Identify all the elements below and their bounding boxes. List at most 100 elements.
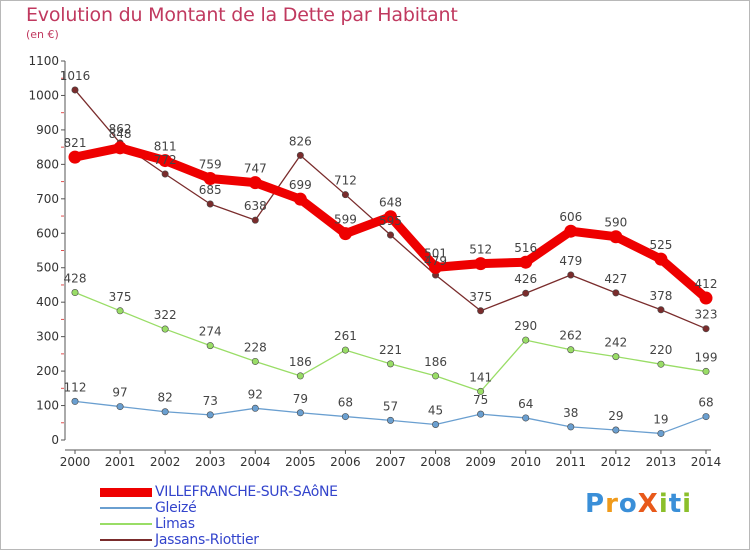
data-label: 479 [424, 254, 447, 268]
data-label: 68 [338, 396, 353, 410]
data-point [341, 191, 349, 199]
y-tick-label: 100 [36, 399, 59, 413]
data-point [522, 336, 530, 344]
y-tick-label: 800 [36, 157, 59, 171]
data-point [567, 271, 575, 279]
data-label: 772 [154, 153, 177, 167]
data-point [341, 413, 349, 421]
x-tick-label: 2001 [105, 455, 136, 469]
data-label: 747 [244, 162, 267, 176]
data-point [293, 192, 307, 206]
data-point [702, 413, 710, 421]
logo-letter: X [637, 489, 659, 519]
data-point [206, 200, 214, 208]
logo-letter: o [618, 489, 638, 519]
data-point [612, 353, 620, 361]
data-point [564, 224, 578, 238]
logo-letter: r [605, 489, 619, 519]
x-tick-label: 2005 [285, 455, 316, 469]
legend-swatch [100, 488, 152, 497]
data-label: 261 [334, 329, 357, 343]
data-label: 428 [64, 272, 87, 286]
legend-swatch [100, 539, 152, 541]
data-label: 29 [608, 409, 623, 423]
data-label: 599 [334, 213, 357, 227]
data-label: 821 [64, 136, 87, 150]
data-label: 228 [244, 340, 267, 354]
data-point [161, 408, 169, 416]
data-point [116, 307, 124, 315]
data-point [71, 289, 79, 297]
data-point [113, 141, 127, 155]
x-tick-label: 2010 [510, 455, 541, 469]
data-point [612, 289, 620, 297]
y-tick-label: 200 [36, 364, 59, 378]
data-point [116, 403, 124, 411]
data-label: 699 [289, 178, 312, 192]
data-label: 82 [158, 391, 173, 405]
data-point [432, 372, 440, 380]
y-tick-label: 1100 [28, 54, 59, 68]
legend-label: VILLEFRANCHE-SUR-SAôNE [155, 484, 338, 500]
data-label: 57 [383, 399, 398, 413]
x-tick-label: 2000 [60, 455, 91, 469]
data-point [71, 397, 79, 405]
data-label: 141 [469, 370, 492, 384]
data-point [567, 423, 575, 431]
data-label: 595 [379, 214, 402, 228]
data-point [477, 307, 485, 315]
data-point [477, 410, 485, 418]
x-tick-label: 2012 [601, 455, 632, 469]
data-label: 262 [559, 329, 582, 343]
x-tick-label: 2007 [375, 455, 406, 469]
data-point [657, 429, 665, 437]
data-label: 862 [109, 122, 132, 136]
data-point [161, 170, 169, 178]
data-point [429, 260, 443, 274]
data-point [384, 210, 397, 224]
data-label: 186 [289, 355, 312, 369]
data-label: 220 [649, 343, 672, 357]
data-label: 64 [518, 397, 533, 411]
data-label: 1016 [60, 69, 91, 83]
data-point [612, 426, 620, 434]
x-tick-label: 2011 [556, 455, 587, 469]
data-label: 92 [248, 387, 263, 401]
data-point [432, 420, 440, 428]
data-label: 45 [428, 403, 443, 417]
data-point [341, 346, 349, 354]
data-label: 68 [698, 396, 713, 410]
legend-label: Gleizé [155, 500, 197, 516]
data-label: 427 [604, 272, 627, 286]
data-label: 290 [514, 319, 537, 333]
data-label: 38 [563, 406, 578, 420]
data-point [296, 372, 304, 380]
chart-title: Evolution du Montant de la Dette par Hab… [26, 4, 458, 26]
data-label: 221 [379, 343, 402, 357]
data-point [206, 342, 214, 350]
data-label: 516 [514, 241, 537, 255]
data-label: 323 [695, 308, 718, 322]
logo-letter: P [585, 489, 606, 519]
data-point [248, 176, 262, 190]
data-point [251, 357, 259, 365]
x-tick-label: 2004 [240, 455, 271, 469]
y-tick-label: 300 [36, 330, 59, 344]
data-point [522, 414, 530, 422]
data-point [609, 230, 623, 244]
data-point [654, 252, 668, 266]
data-point [161, 325, 169, 333]
data-point [702, 367, 710, 375]
data-label: 590 [604, 216, 627, 230]
data-labels: 112 97 82 73 92 79 68 57 45 75 64 38 29 19 68 428 375 322… [60, 69, 718, 427]
data-label: 186 [424, 355, 447, 369]
x-tick-label: 2013 [646, 455, 677, 469]
data-point [68, 150, 82, 164]
data-label: 525 [649, 238, 672, 252]
data-label: 606 [559, 210, 582, 224]
data-label: 112 [64, 380, 87, 394]
data-label: 19 [653, 412, 668, 426]
x-tick-label: 2002 [150, 455, 181, 469]
x-tick-label: 2008 [420, 455, 451, 469]
